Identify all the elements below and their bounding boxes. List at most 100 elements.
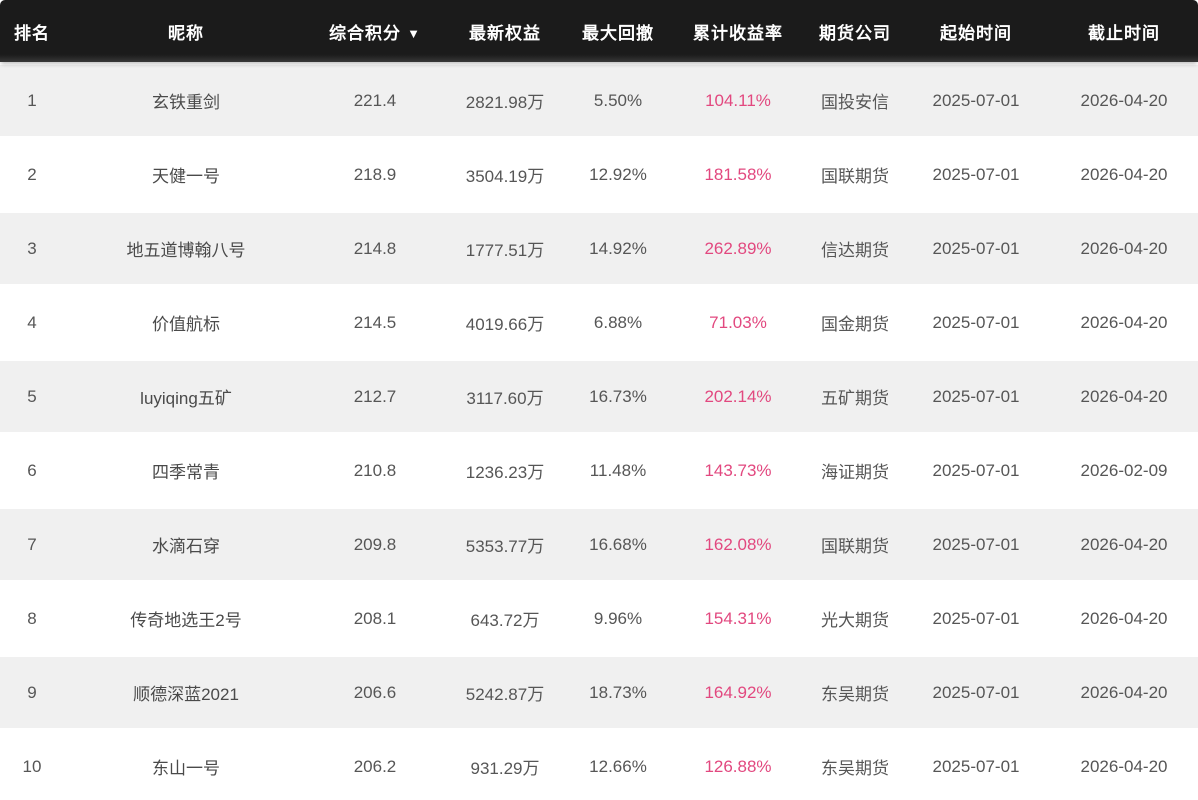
cell-drawdown: 12.66% — [589, 756, 647, 776]
cell-score: 221.4 — [353, 90, 397, 110]
cell-end: 2026-04-20 — [1080, 90, 1168, 110]
column-header-end: 截止时间 — [1050, 19, 1198, 44]
cell-company: 国投安信 — [821, 93, 889, 112]
table-row: 9 顺德深蓝2021 206.6 5242.87万 18.73% 164.92% 东吴期货 2… — [0, 657, 1198, 728]
cell-equity: 2821.98万 — [465, 93, 545, 112]
column-header-label: 综合积分 — [329, 23, 402, 43]
cell-drawdown: 11.48% — [589, 460, 647, 480]
cell-return: 162.08% — [704, 534, 772, 554]
column-header-label: 截止时间 — [1088, 23, 1160, 43]
cell-drawdown: 18.73% — [589, 682, 647, 702]
column-header-label: 起始时间 — [940, 23, 1012, 43]
cell-company: 东吴期货 — [821, 685, 889, 704]
cell-return: 71.03% — [709, 312, 767, 332]
column-header-drawdown: 最大回撤 — [568, 19, 668, 44]
cell-score: 209.8 — [353, 534, 397, 554]
cell-drawdown: 12.92% — [589, 164, 647, 184]
cell-start: 2025-07-01 — [932, 608, 1020, 628]
cell-rank: 4 — [27, 312, 37, 332]
cell-nickname[interactable]: 顺德深蓝2021 — [133, 685, 239, 704]
cell-rank: 5 — [27, 386, 37, 406]
cell-nickname[interactable]: 水滴石穿 — [152, 537, 220, 556]
column-header-score[interactable]: 综合积分 ▼ — [308, 19, 442, 44]
table-row: 4 价值航标 214.5 4019.66万 6.88% 71.03% 国金期货 2025-07… — [0, 287, 1198, 358]
cell-rank: 7 — [27, 534, 37, 554]
column-header-return: 累计收益率 — [668, 19, 808, 44]
cell-rank: 9 — [27, 682, 37, 702]
table-row: 6 四季常青 210.8 1236.23万 11.48% 143.73% 海证期货 2025-… — [0, 435, 1198, 506]
cell-rank: 3 — [27, 238, 37, 258]
column-header-rank: 排名 — [0, 19, 64, 44]
table-row: 10 东山一号 206.2 931.29万 12.66% 126.88% 东吴期货 2025-… — [0, 731, 1198, 800]
cell-start: 2025-07-01 — [932, 386, 1020, 406]
table-header-row: 排名 昵称 综合积分 ▼ 最新权益 最大回撤 累计收益率 期货公司 起始时间 截止时间 — [0, 0, 1198, 62]
cell-end: 2026-02-09 — [1080, 460, 1168, 480]
table-row: 5 luyiqing五矿 212.7 3117.60万 16.73% 202.14% 五矿期… — [0, 361, 1198, 432]
cell-equity: 3504.19万 — [465, 167, 545, 186]
column-header-label: 期货公司 — [819, 23, 891, 43]
cell-drawdown: 14.92% — [589, 238, 647, 258]
cell-drawdown: 16.68% — [589, 534, 647, 554]
table-row: 7 水滴石穿 209.8 5353.77万 16.68% 162.08% 国联期货 2025-… — [0, 509, 1198, 580]
cell-equity: 1777.51万 — [465, 241, 545, 260]
cell-start: 2025-07-01 — [932, 534, 1020, 554]
cell-score: 214.8 — [353, 238, 397, 258]
cell-end: 2026-04-20 — [1080, 534, 1168, 554]
cell-drawdown: 9.96% — [593, 608, 643, 628]
cell-end: 2026-04-20 — [1080, 756, 1168, 776]
cell-start: 2025-07-01 — [932, 756, 1020, 776]
column-header-label: 最大回撤 — [582, 23, 654, 43]
table-row: 3 地五道博翰八号 214.8 1777.51万 14.92% 262.89% 信达期货 20… — [0, 213, 1198, 284]
sort-desc-icon[interactable]: ▼ — [407, 25, 421, 41]
table-row: 1 玄铁重剑 221.4 2821.98万 5.50% 104.11% 国投安信 2025-0… — [0, 65, 1198, 136]
column-header-nickname: 昵称 — [64, 19, 308, 44]
column-header-start: 起始时间 — [902, 19, 1050, 44]
table-row: 8 传奇地选王2号 208.1 643.72万 9.96% 154.31% 光大期货 2025… — [0, 583, 1198, 654]
cell-end: 2026-04-20 — [1080, 164, 1168, 184]
column-header-company: 期货公司 — [808, 19, 902, 44]
cell-nickname[interactable]: 传奇地选王2号 — [130, 611, 242, 630]
cell-score: 210.8 — [353, 460, 397, 480]
cell-score: 208.1 — [353, 608, 397, 628]
column-header-label: 最新权益 — [469, 23, 541, 43]
cell-company: 国金期货 — [821, 315, 889, 334]
cell-return: 154.31% — [704, 608, 772, 628]
cell-nickname[interactable]: 东山一号 — [152, 759, 220, 778]
cell-drawdown: 6.88% — [593, 312, 643, 332]
cell-company: 海证期货 — [821, 463, 889, 482]
column-header-label: 累计收益率 — [693, 23, 783, 43]
cell-nickname[interactable]: 天健一号 — [152, 167, 220, 186]
cell-equity: 5242.87万 — [465, 685, 545, 704]
column-header-equity: 最新权益 — [442, 19, 568, 44]
cell-drawdown: 5.50% — [593, 90, 643, 110]
cell-return: 202.14% — [704, 386, 772, 406]
cell-nickname[interactable]: 地五道博翰八号 — [126, 241, 246, 260]
cell-return: 104.11% — [705, 90, 771, 110]
cell-company: 五矿期货 — [821, 389, 889, 408]
cell-equity: 1236.23万 — [465, 463, 545, 482]
cell-start: 2025-07-01 — [932, 164, 1020, 184]
cell-equity: 4019.66万 — [465, 315, 545, 334]
cell-return: 164.92% — [704, 682, 772, 702]
cell-company: 光大期货 — [821, 611, 889, 630]
table-body: 1 玄铁重剑 221.4 2821.98万 5.50% 104.11% 国投安信 2025-0… — [0, 65, 1198, 800]
cell-nickname[interactable]: 四季常青 — [152, 463, 220, 482]
table-row: 2 天健一号 218.9 3504.19万 12.92% 181.58% 国联期货 2025-… — [0, 139, 1198, 210]
cell-rank: 1 — [27, 90, 37, 110]
cell-start: 2025-07-01 — [932, 238, 1020, 258]
cell-score: 214.5 — [353, 312, 397, 332]
cell-nickname[interactable]: luyiqing五矿 — [140, 389, 232, 408]
cell-company: 东吴期货 — [821, 759, 889, 778]
cell-drawdown: 16.73% — [589, 386, 647, 406]
cell-start: 2025-07-01 — [932, 682, 1020, 702]
cell-nickname[interactable]: 玄铁重剑 — [152, 93, 220, 112]
cell-end: 2026-04-20 — [1080, 682, 1168, 702]
cell-end: 2026-04-20 — [1080, 608, 1168, 628]
column-header-label: 昵称 — [168, 23, 204, 43]
cell-return: 143.73% — [704, 460, 772, 480]
cell-score: 212.7 — [353, 386, 397, 406]
cell-end: 2026-04-20 — [1080, 238, 1168, 258]
cell-nickname[interactable]: 价值航标 — [152, 315, 220, 334]
cell-equity: 5353.77万 — [465, 537, 545, 556]
